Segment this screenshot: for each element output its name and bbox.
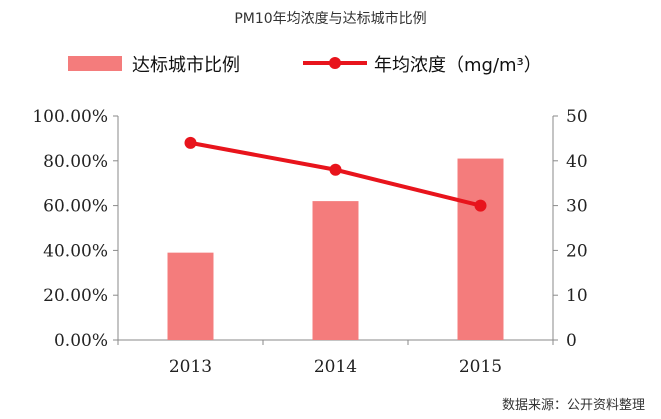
source-note: 数据来源：公开资料整理 (501, 398, 645, 413)
axes: 0.00% 20.00% 40.00% 60.00% 80.00% 100.00% 0 10 2… (32, 107, 587, 377)
y-left-tick-label: 20.00% (43, 286, 108, 306)
line-series (184, 136, 487, 212)
x-tick-label: 2014 (314, 357, 357, 377)
x-tick-label: 2013 (169, 357, 212, 377)
legend-line-label: 年均浓度（mg/m³） (374, 55, 542, 76)
y-right-tick-label: 30 (566, 197, 588, 217)
y-left-tick-label: 60.00% (43, 197, 108, 217)
y-right-tick-label: 20 (566, 241, 588, 261)
y-left-tick-label: 100.00% (32, 107, 108, 127)
x-tick-label: 2015 (459, 357, 502, 377)
y-left-tick-label: 0.00% (54, 331, 108, 351)
y-left-tick-label: 40.00% (43, 241, 108, 261)
y-right-tick-label: 40 (566, 152, 588, 172)
bar (457, 158, 504, 340)
bars (167, 158, 504, 340)
y-right-tick-label: 50 (566, 107, 588, 127)
bar (167, 252, 214, 340)
bar (312, 201, 359, 340)
chart-title: PM10年均浓度与达标城市比例 (234, 11, 427, 27)
line-point (474, 199, 487, 212)
legend-bar-label: 达标城市比例 (132, 55, 240, 76)
y-left-tick-label: 80.00% (43, 152, 108, 172)
line-point (184, 136, 197, 149)
legend-line-marker (329, 57, 341, 69)
legend-bar-swatch (68, 56, 122, 71)
line-point (329, 163, 342, 176)
y-right-tick-label: 0 (566, 331, 577, 351)
legend: 达标城市比例 年均浓度（mg/m³） (68, 55, 542, 76)
y-right-tick-label: 10 (566, 286, 588, 306)
